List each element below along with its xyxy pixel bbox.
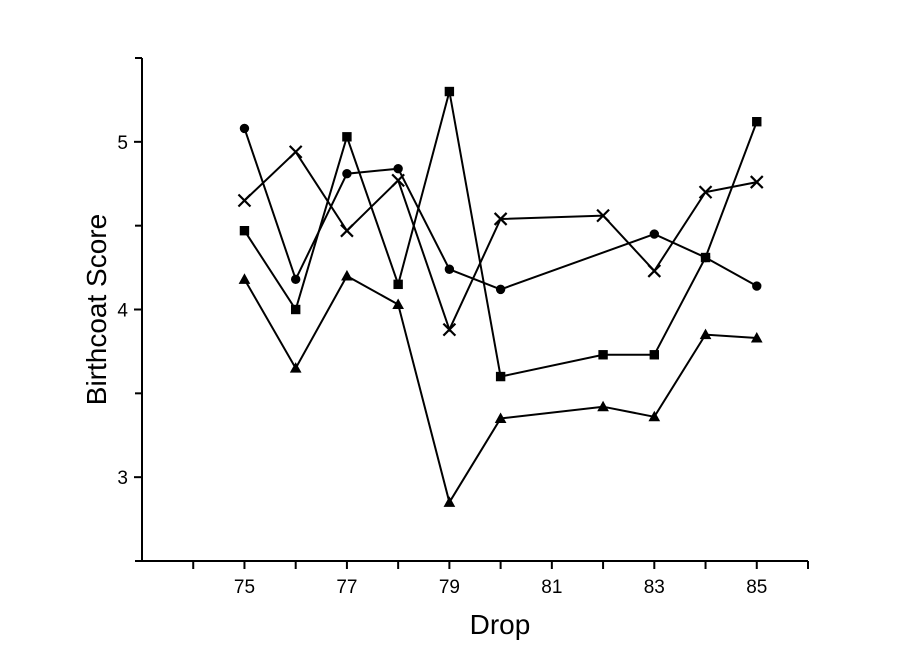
x-tick-label: 83 <box>644 577 665 598</box>
data-point-x <box>749 175 764 189</box>
data-point-x <box>493 212 508 226</box>
y-tick-label: 4 <box>117 301 128 322</box>
y-tick-label: 5 <box>117 133 128 154</box>
series-x <box>237 145 764 337</box>
x-tick-label: 77 <box>336 577 357 598</box>
series-square <box>239 86 762 382</box>
series-triangle <box>238 269 763 507</box>
data-point-circle <box>444 264 455 274</box>
data-point-square <box>649 350 660 360</box>
series-layer <box>237 86 764 507</box>
data-point-triangle <box>494 412 507 423</box>
data-point-x <box>340 223 354 238</box>
axes: 3 4 5 75 77 79 81 83 85 <box>117 57 809 598</box>
data-point-triangle <box>392 298 405 309</box>
data-point-square <box>239 225 250 236</box>
data-point-circle <box>495 284 506 295</box>
data-point-x <box>288 145 303 159</box>
data-point-square <box>290 304 301 315</box>
data-point-square <box>342 132 352 142</box>
data-point-triangle <box>699 328 712 340</box>
series-line-x <box>243 150 757 333</box>
data-point-circle <box>239 123 250 134</box>
data-point-circle <box>393 163 403 174</box>
data-point-triangle <box>750 331 763 343</box>
data-point-x <box>237 193 252 208</box>
data-point-triangle <box>289 362 302 373</box>
data-point-square <box>752 117 762 127</box>
series-line-square <box>243 91 758 378</box>
data-point-triangle <box>238 273 251 284</box>
x-tick-label: 75 <box>234 577 255 598</box>
data-point-x <box>647 264 662 278</box>
y-tick-label: 3 <box>117 468 128 489</box>
data-point-x <box>698 185 713 199</box>
series-line-circle <box>243 128 758 291</box>
data-point-triangle <box>443 496 456 507</box>
data-point-triangle <box>648 410 661 422</box>
data-point-square <box>700 252 711 263</box>
x-axis-title: Drop <box>470 609 531 640</box>
series-circle <box>239 123 762 295</box>
x-tick-label: 79 <box>439 577 460 598</box>
data-point-square <box>393 279 403 290</box>
data-point-x <box>391 173 405 188</box>
data-point-circle <box>752 281 762 291</box>
data-point-x <box>442 322 457 337</box>
data-point-circle <box>649 229 660 239</box>
data-point-x <box>596 208 610 223</box>
data-point-square <box>444 86 455 97</box>
data-point-triangle <box>597 400 609 412</box>
data-point-circle <box>290 274 301 285</box>
y-axis-title: Birthcoat Score <box>81 214 112 405</box>
data-point-square <box>495 371 506 382</box>
data-point-triangle <box>341 269 353 281</box>
x-tick-label: 85 <box>746 577 767 598</box>
x-tick-label: 81 <box>541 577 562 598</box>
series-line-triangle <box>243 274 757 505</box>
data-point-square <box>598 350 608 360</box>
data-point-circle <box>342 168 352 179</box>
